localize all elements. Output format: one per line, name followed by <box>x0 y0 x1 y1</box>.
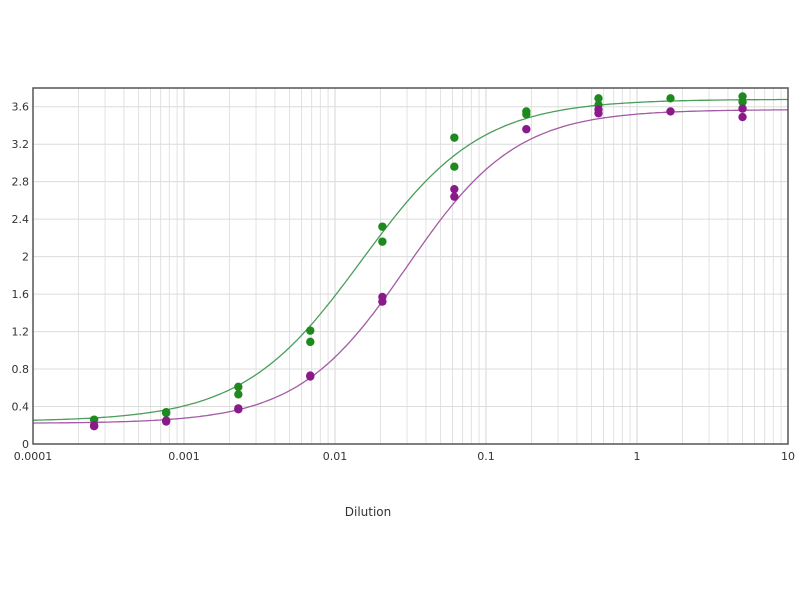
x-axis-ticks: 0.0001 0.001 0.01 0.1 1 10 <box>14 450 795 463</box>
data-point-series-1 <box>306 337 315 347</box>
data-point-series-1 <box>378 222 387 231</box>
data-point-series-2 <box>161 416 171 425</box>
data-point-series-2 <box>738 104 747 113</box>
x-tick-label: 0.0001 <box>14 450 53 463</box>
x-tick-label: 1 <box>634 450 641 463</box>
data-point-series-2 <box>450 184 459 194</box>
y-axis-ticks: 0 0.4 0.8 1.2 1.6 2 2.4 2.8 3.2 3.6 <box>12 101 30 451</box>
data-point-series-2 <box>666 107 675 116</box>
data-point-series-1 <box>738 97 747 107</box>
y-tick-label: 1.2 <box>12 326 30 339</box>
plot-frame <box>32 87 789 445</box>
data-point-series-1 <box>378 237 387 246</box>
data-point-series-1 <box>522 110 531 119</box>
data-point-series-1 <box>234 390 243 399</box>
data-point-series-1 <box>306 326 315 335</box>
data-point-series-2 <box>234 405 243 414</box>
y-tick-label: 0.4 <box>12 401 30 414</box>
x-tick-label: 0.01 <box>323 450 348 463</box>
data-point-series-1 <box>450 162 459 171</box>
y-tick-label: 2.4 <box>12 213 30 226</box>
data-point-series-1 <box>594 94 603 103</box>
y-tick-label: 3.6 <box>12 101 30 114</box>
data-point-series-2 <box>594 109 603 118</box>
data-point-series-2 <box>738 112 747 122</box>
data-point-series-2 <box>522 125 531 134</box>
y-tick-label: 2 <box>22 251 29 264</box>
grid <box>32 88 788 444</box>
data-points <box>89 92 747 431</box>
y-tick-label: 0.8 <box>12 363 30 376</box>
y-tick-label: 1.6 <box>12 288 30 301</box>
y-tick-label: 0 <box>22 438 29 451</box>
y-tick-label: 3.2 <box>12 138 30 151</box>
fit-curves <box>32 98 789 424</box>
data-point-series-2 <box>450 192 459 201</box>
data-point-series-1 <box>450 133 459 142</box>
data-point-series-2 <box>378 297 387 306</box>
x-tick-label: 0.001 <box>168 450 200 463</box>
data-point-series-1 <box>666 94 675 103</box>
x-tick-label: 10 <box>781 450 795 463</box>
fit-curve-series-2 <box>32 109 789 424</box>
data-point-series-1 <box>161 408 171 418</box>
x-tick-label: 0.1 <box>477 450 495 463</box>
fit-curve-series-1 <box>33 98 788 421</box>
data-point-series-2 <box>306 372 315 381</box>
y-tick-label: 2.8 <box>12 176 30 189</box>
x-axis-label: Dilution <box>345 505 392 519</box>
data-point-series-1 <box>234 382 243 392</box>
data-point-series-2 <box>89 422 99 431</box>
